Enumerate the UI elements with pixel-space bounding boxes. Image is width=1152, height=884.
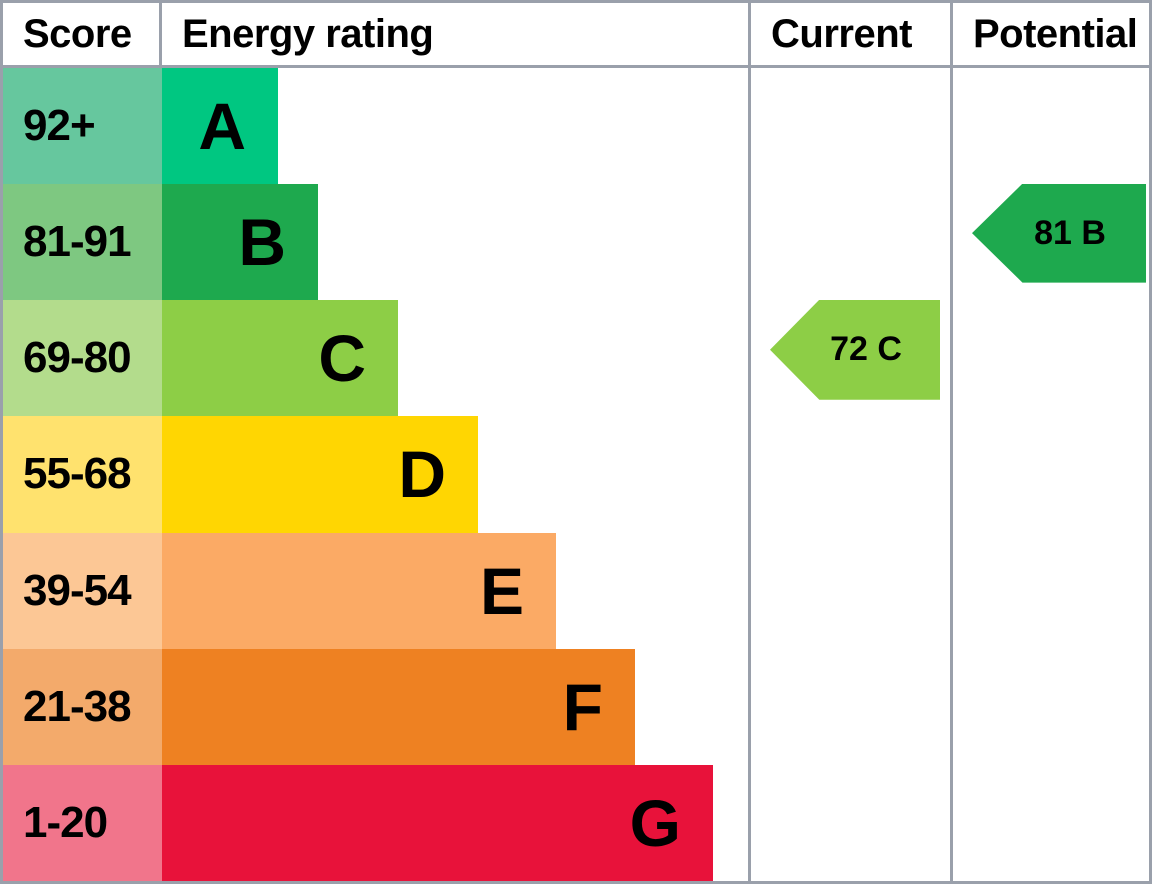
band-letter: E [479, 553, 524, 628]
band-row-a: 92+ A [3, 68, 1149, 185]
band-rows: 92+ A 81-91 B 69-80 C 55-68 D 39-54 E 21… [3, 68, 1149, 881]
score-range-label: 69-80 [3, 300, 162, 417]
band-row-c: 69-80 C [3, 300, 1149, 417]
rating-bar-g: G [162, 764, 713, 881]
band-letter: A [198, 89, 246, 164]
rating-bar-e: E [162, 532, 556, 649]
score-range-label: 1-20 [3, 764, 162, 881]
band-row-d: 55-68 D [3, 416, 1149, 533]
chart-header-row: Score Energy rating Current Potential [3, 3, 1149, 68]
rating-bar-a: A [162, 68, 278, 185]
band-row-f: 21-38 F [3, 648, 1149, 765]
rating-bar-d: D [162, 416, 478, 533]
rating-bar-f: F [162, 648, 635, 765]
score-range-label: 55-68 [3, 416, 162, 533]
header-potential: Potential [973, 11, 1138, 56]
band-row-g: 1-20 G [3, 764, 1149, 881]
score-range-label: 92+ [3, 68, 162, 185]
header-energy-rating: Energy rating [162, 3, 751, 65]
rating-bar-c: C [162, 300, 398, 417]
band-row-e: 39-54 E [3, 532, 1149, 649]
score-range-label: 21-38 [3, 648, 162, 765]
band-letter: G [629, 785, 681, 860]
band-letter: C [318, 321, 366, 396]
score-range-label: 39-54 [3, 532, 162, 649]
band-letter: D [398, 437, 446, 512]
header-score: Score [3, 3, 162, 65]
header-current: Current [751, 3, 953, 65]
score-range-label: 81-91 [3, 184, 162, 301]
band-letter: F [562, 669, 603, 744]
band-row-b: 81-91 B [3, 184, 1149, 301]
column-divider-current [748, 68, 751, 881]
column-divider-potential [950, 68, 953, 881]
rating-bar-b: B [162, 184, 318, 301]
band-letter: B [238, 205, 286, 280]
